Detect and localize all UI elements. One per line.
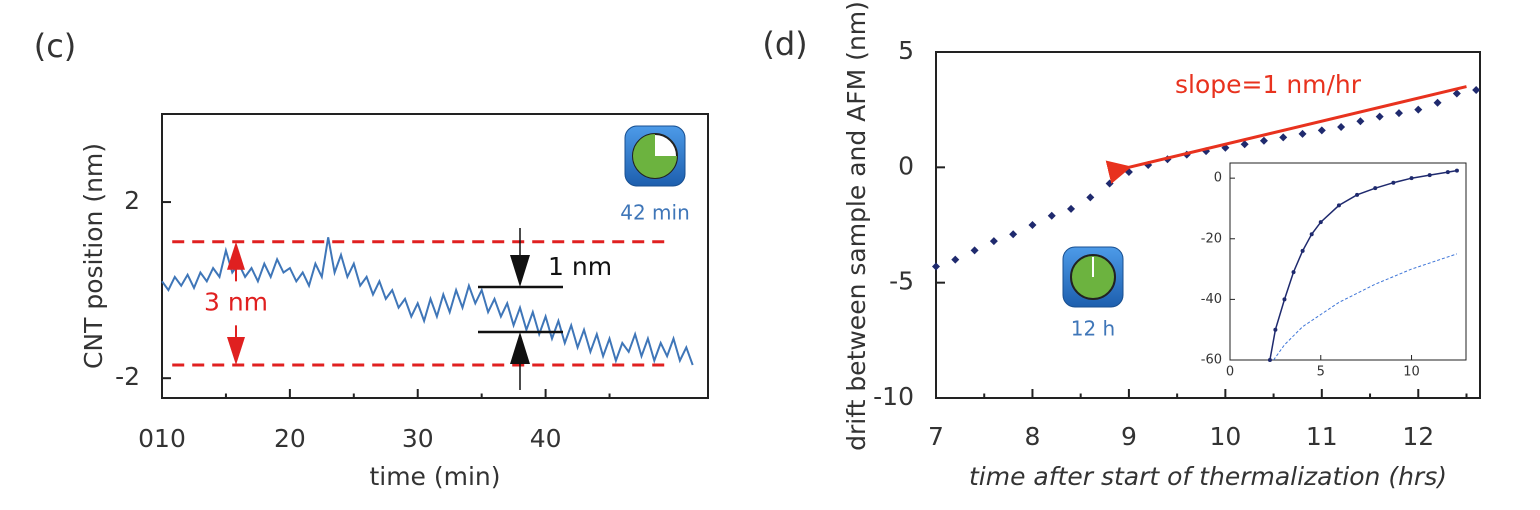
x-tick-label: 8 [1025, 422, 1041, 451]
y-tick-label: -2 [115, 362, 140, 391]
data-point [1394, 109, 1403, 118]
clock-label: 12 h [1071, 317, 1115, 341]
x-tick-label: 11 [1306, 422, 1338, 451]
data-point [932, 262, 940, 271]
data-point [1337, 122, 1346, 131]
x-tick-label: 12 [1402, 422, 1434, 451]
plot-frame [935, 51, 1481, 399]
data-point [1240, 140, 1249, 149]
y-tick-label: -20 [1201, 231, 1222, 246]
arrow-head [227, 241, 245, 270]
y-tick-label: -40 [1201, 292, 1222, 307]
data-point [1279, 133, 1288, 142]
panel-label: (d) [762, 25, 807, 63]
y-tick-label: 0 [1214, 171, 1222, 186]
data-point [1452, 89, 1461, 98]
data-point [1375, 112, 1384, 121]
data-point [1067, 204, 1076, 213]
y-tick-label: -60 [1201, 353, 1222, 368]
data-point [1105, 179, 1114, 188]
x-tick-label: 10 [1209, 422, 1241, 451]
inset-line [1273, 253, 1458, 361]
clock-icon [624, 125, 686, 187]
y-tick-label: -5 [889, 267, 914, 296]
x-tick-label: 10 [1403, 365, 1420, 380]
clock-label: 42 min [620, 201, 690, 225]
data-point [1086, 193, 1095, 202]
x-axis-label: time (min) [369, 462, 500, 491]
annotation: slope=1 nm/hr [1175, 70, 1362, 99]
data-point [1317, 126, 1326, 135]
data-point [970, 246, 979, 255]
data-point [1356, 117, 1365, 126]
x-tick-label: 40 [530, 424, 562, 453]
data-point [1124, 167, 1133, 176]
data-point [1472, 86, 1481, 95]
panel-label: (c) [34, 27, 77, 65]
annotation: 3 nm [204, 287, 268, 316]
y-axis-label: drift between sample and AFM (nm) [842, 1, 871, 451]
fit-line [1105, 85, 1467, 184]
y-tick-label: 5 [898, 36, 914, 65]
x-tick-label: 9 [1121, 422, 1137, 451]
x-tick-label: 20 [274, 424, 306, 453]
x-tick-label: 5 [1317, 365, 1325, 380]
x-tick-label: 0 [1226, 365, 1234, 380]
y-axis-label: CNT position (nm) [79, 143, 108, 369]
y-tick-label: -10 [873, 382, 914, 411]
data-point [1047, 211, 1056, 220]
arrow-head [510, 331, 530, 364]
arrow-head [227, 336, 245, 365]
data-point [989, 237, 998, 246]
plot-frame [1229, 162, 1467, 361]
x-axis-label: time after start of thermalization (hrs) [969, 462, 1447, 491]
plot-frame [161, 113, 709, 399]
inset-line [1269, 169, 1458, 361]
data-point [1009, 230, 1018, 239]
data-line [161, 237, 694, 366]
data-point [1259, 136, 1268, 145]
arrow-head [510, 255, 530, 288]
x-tick-label: 7 [928, 422, 944, 451]
clock-icon [1062, 246, 1124, 308]
data-point [951, 255, 960, 264]
data-point [1298, 129, 1307, 138]
annotation: 1 nm [548, 252, 612, 281]
x-tick-label: 010 [138, 424, 186, 453]
y-tick-label: 2 [124, 186, 140, 215]
data-point [1433, 98, 1442, 107]
x-tick-label: 30 [402, 424, 434, 453]
y-tick-label: 0 [898, 151, 914, 180]
inset-background [1230, 163, 1466, 360]
data-point [1454, 168, 1459, 173]
data-point [1028, 221, 1037, 229]
data-point [1414, 105, 1423, 114]
